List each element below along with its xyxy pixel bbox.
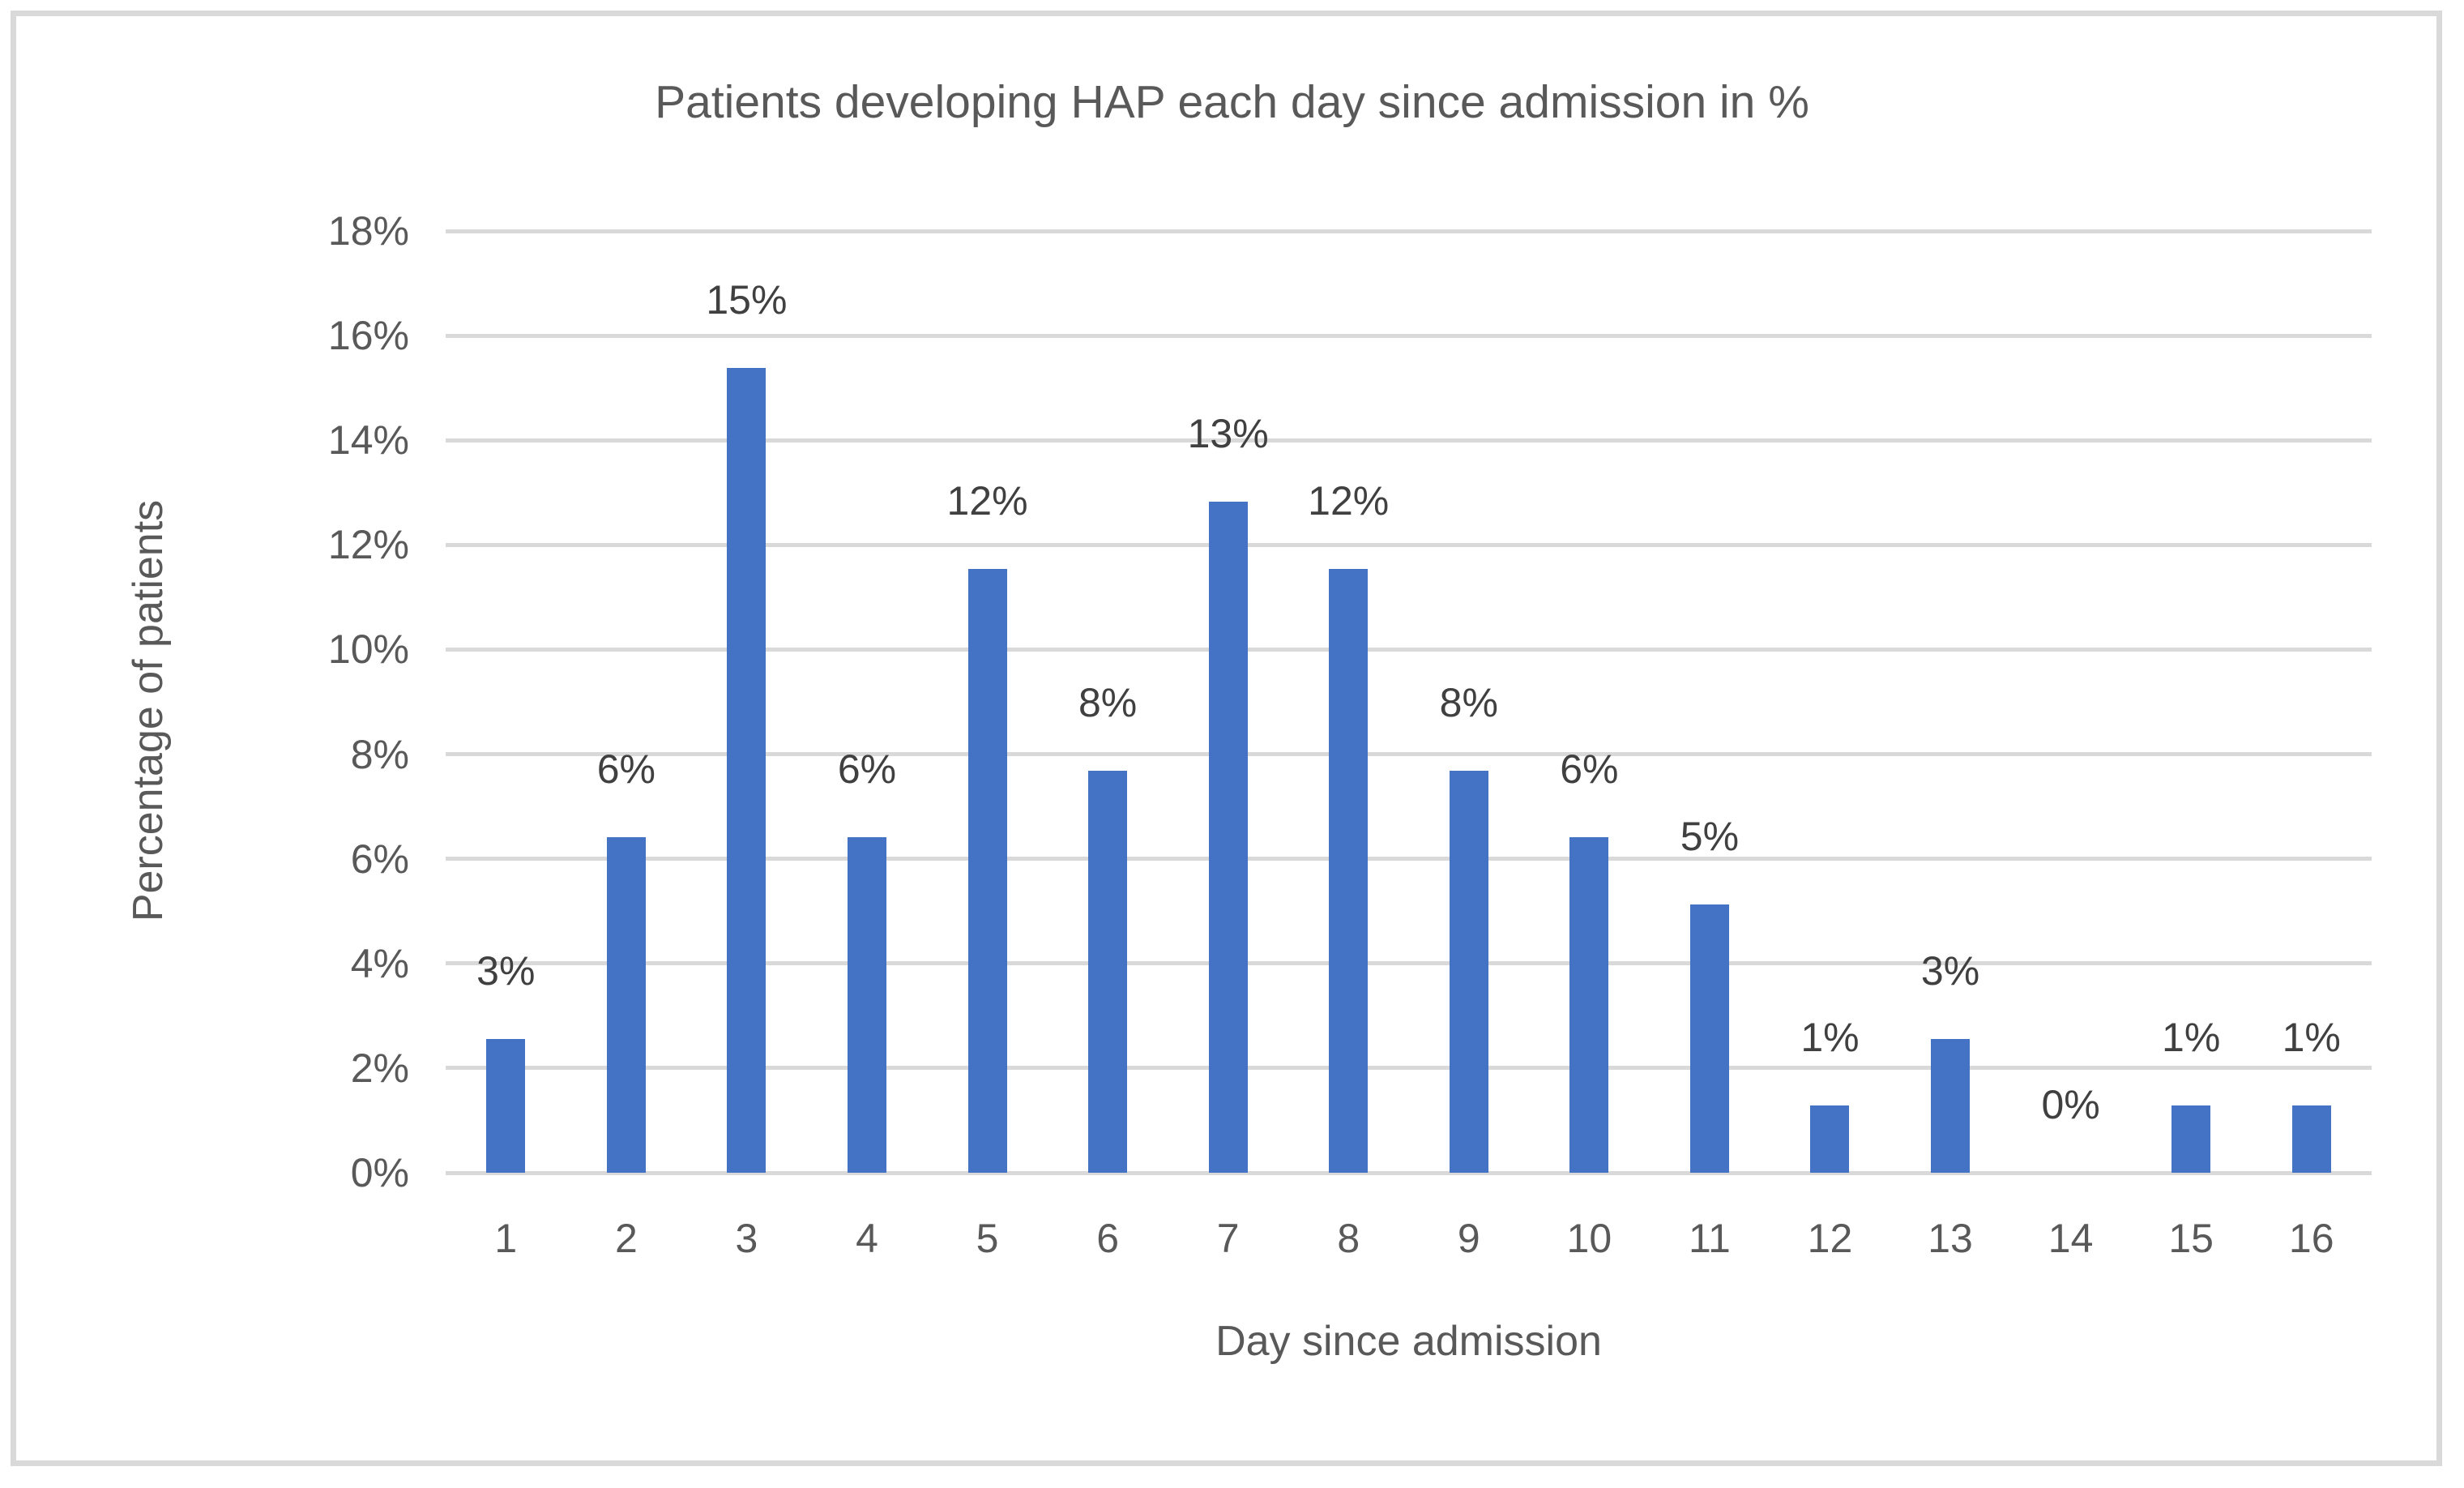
- gridline-8%: [446, 752, 2372, 757]
- data-label-day-11: 5%: [1680, 813, 1740, 859]
- gridline-12%: [446, 542, 2372, 547]
- x-tick-label-7: 7: [1216, 1216, 1240, 1261]
- data-label-day-16: 1%: [2282, 1015, 2341, 1061]
- y-tick-label: 6%: [350, 836, 409, 882]
- data-label-day-12: 1%: [1800, 1015, 1860, 1061]
- y-tick-label: 2%: [350, 1045, 409, 1091]
- x-tick-label-2: 2: [614, 1216, 638, 1261]
- x-tick-label-9: 9: [1457, 1216, 1480, 1261]
- bar-day-2: [606, 837, 646, 1173]
- bar-day-10: [1569, 837, 1609, 1173]
- x-tick-label-12: 12: [1807, 1216, 1853, 1261]
- x-axis-title: Day since admission: [1215, 1318, 1602, 1365]
- data-label-day-13: 3%: [1920, 947, 1980, 994]
- bar-day-7: [1208, 502, 1248, 1173]
- data-label-day-4: 6%: [837, 746, 897, 793]
- data-label-day-10: 6%: [1560, 746, 1619, 793]
- bar-day-11: [1689, 904, 1729, 1173]
- gridline-16%: [446, 333, 2372, 338]
- y-tick-label: 14%: [327, 417, 409, 464]
- gridline-6%: [446, 857, 2372, 862]
- x-tick-label-16: 16: [2288, 1216, 2334, 1261]
- bar-day-12: [1810, 1105, 1850, 1173]
- y-axis-tick-rail: 0% 2% 4% 6% 8% 10% 12% 14% 16% 18%: [0, 208, 409, 1195]
- bar-day-8: [1329, 569, 1369, 1173]
- y-tick-label: 4%: [350, 940, 409, 986]
- x-tick-label-13: 13: [1928, 1216, 1973, 1261]
- x-tick-label-6: 6: [1096, 1216, 1119, 1261]
- gridline-4%: [446, 961, 2372, 966]
- data-label-day-6: 8%: [1078, 679, 1138, 725]
- gridline-18%: [446, 229, 2372, 233]
- data-label-day-2: 6%: [596, 746, 656, 793]
- chart-title: Patients developing HAP each day since a…: [655, 76, 1809, 128]
- data-label-day-15: 1%: [2162, 1015, 2221, 1061]
- bar-day-6: [1088, 770, 1128, 1173]
- x-tick-label-15: 15: [2168, 1216, 2214, 1261]
- bar-day-3: [727, 368, 767, 1173]
- data-label-day-3: 15%: [706, 277, 788, 323]
- data-label-day-8: 12%: [1308, 478, 1390, 524]
- plot-area: 3% 1 6% 2 15% 3 6% 4 12% 5 8% 6 13% 7 12% 8 8% 9 6% 10 5% 11 1…: [446, 229, 2372, 1261]
- data-label-day-7: 13%: [1187, 411, 1269, 457]
- gridline-2%: [446, 1066, 2372, 1071]
- bar-day-9: [1449, 770, 1488, 1173]
- x-tick-label-11: 11: [1688, 1216, 1731, 1261]
- y-tick-label: 0%: [350, 1150, 409, 1195]
- gridline-14%: [446, 438, 2372, 443]
- bar-day-15: [2171, 1105, 2211, 1173]
- x-tick-label-4: 4: [856, 1216, 878, 1261]
- bar-day-5: [967, 569, 1007, 1173]
- y-tick-label: 8%: [350, 731, 409, 777]
- x-tick-label-8: 8: [1337, 1216, 1360, 1261]
- data-label-day-5: 12%: [946, 478, 1028, 524]
- y-tick-label: 16%: [327, 313, 409, 359]
- x-tick-label-14: 14: [2048, 1216, 2094, 1261]
- y-tick-label: 18%: [327, 208, 409, 254]
- gridline-0%: [446, 1170, 2372, 1175]
- bar-day-16: [2291, 1105, 2331, 1173]
- bar-day-4: [847, 837, 886, 1173]
- bar-day-13: [1931, 1038, 1971, 1173]
- x-tick-label-3: 3: [735, 1216, 758, 1261]
- data-label-day-9: 8%: [1439, 679, 1498, 725]
- data-label-day-1: 3%: [476, 947, 536, 994]
- data-label-day-14: 0%: [2041, 1082, 2100, 1127]
- gridline-10%: [446, 647, 2372, 652]
- bar-day-1: [486, 1038, 526, 1173]
- y-tick-label: 12%: [327, 522, 409, 568]
- x-tick-label-10: 10: [1566, 1216, 1612, 1261]
- x-tick-label-5: 5: [976, 1216, 999, 1261]
- y-tick-label: 10%: [327, 626, 409, 673]
- x-tick-label-1: 1: [494, 1216, 518, 1261]
